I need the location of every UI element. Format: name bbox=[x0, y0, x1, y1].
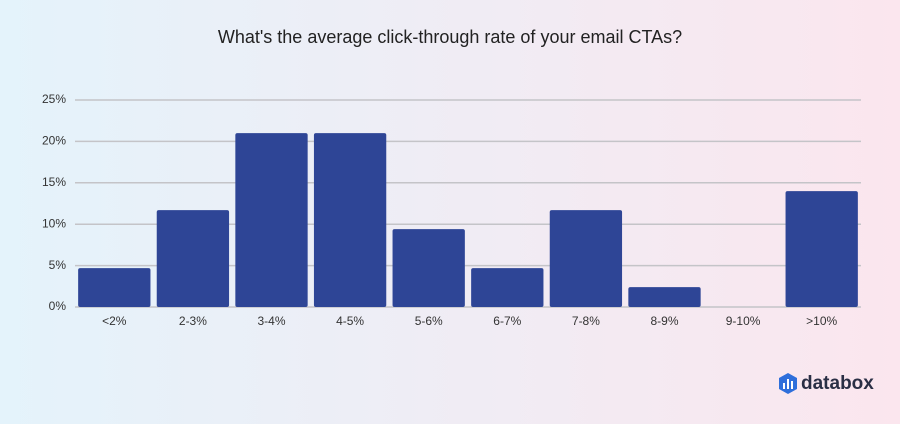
x-tick-label: 2-3% bbox=[179, 314, 207, 328]
x-tick-label: 5-6% bbox=[415, 314, 443, 328]
y-tick-label: 15% bbox=[42, 175, 66, 189]
x-tick-label: 7-8% bbox=[572, 314, 600, 328]
bar bbox=[313, 133, 387, 307]
y-tick-label: 5% bbox=[49, 258, 67, 272]
y-tick-label: 20% bbox=[42, 134, 66, 148]
x-tick-label: <2% bbox=[102, 314, 127, 328]
y-tick-label: 0% bbox=[49, 299, 67, 313]
x-tick-label: 6-7% bbox=[493, 314, 521, 328]
bar bbox=[78, 268, 151, 307]
bar bbox=[392, 229, 465, 307]
x-tick-label: >10% bbox=[806, 314, 837, 328]
y-tick-label: 25% bbox=[42, 92, 66, 106]
logo-icon-bar bbox=[791, 381, 793, 389]
brand-name: databox bbox=[801, 373, 874, 394]
logo-icon-bar bbox=[783, 383, 785, 389]
bar bbox=[628, 287, 701, 307]
y-tick-label: 10% bbox=[42, 216, 66, 230]
x-tick-label: 8-9% bbox=[650, 314, 678, 328]
chart-title: What's the average click-through rate of… bbox=[218, 27, 682, 47]
bar bbox=[549, 210, 623, 307]
logo-icon-bar bbox=[787, 379, 789, 389]
bar bbox=[156, 210, 230, 307]
x-tick-label: 9-10% bbox=[726, 314, 761, 328]
x-tick-label: 4-5% bbox=[336, 314, 364, 328]
bar bbox=[235, 133, 308, 307]
bar bbox=[471, 268, 544, 307]
bar bbox=[785, 191, 858, 307]
x-tick-label: 3-4% bbox=[257, 314, 285, 328]
brand-logo: databox bbox=[779, 373, 874, 394]
